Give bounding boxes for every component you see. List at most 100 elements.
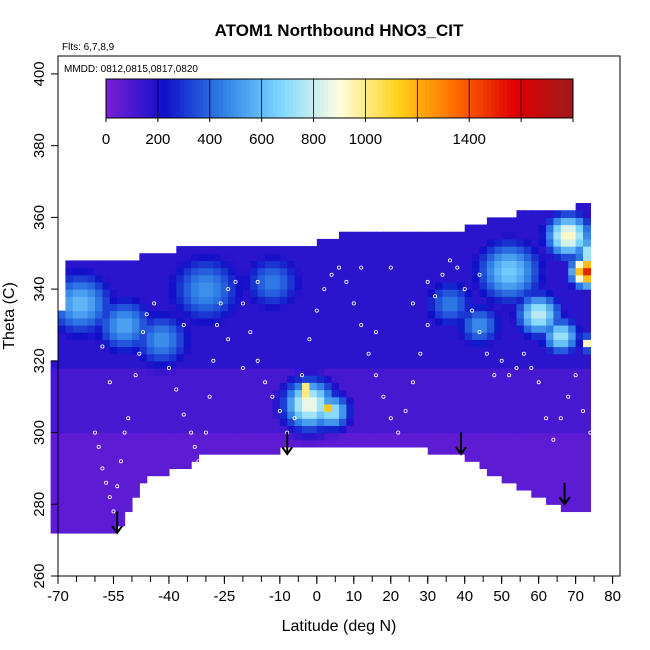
heatmap-cell [316, 375, 325, 383]
heatmap-cell [412, 260, 421, 269]
heatmap-cell [72, 260, 81, 269]
heatmap-cell [509, 310, 518, 319]
heatmap-cell [279, 289, 288, 297]
heatmap-cell [139, 253, 148, 262]
heatmap-cell [198, 332, 207, 340]
heatmap-cell [560, 332, 569, 340]
observation-point [115, 484, 120, 489]
heatmap-cell [575, 238, 584, 247]
heatmap-cell [161, 274, 170, 283]
heatmap-cell [523, 231, 532, 240]
heatmap-cell [398, 360, 407, 369]
heatmap-cell [383, 389, 392, 398]
colorbar-segment [502, 79, 508, 118]
heatmap-cell [494, 368, 503, 376]
heatmap-cell [58, 396, 66, 405]
heatmap-cell [494, 411, 503, 419]
heatmap-cell [568, 231, 577, 240]
heatmap-cell [257, 389, 266, 398]
heatmap-cell [176, 296, 185, 305]
heatmap-cell [250, 310, 259, 319]
heatmap-cell [272, 418, 281, 426]
heatmap-cell [375, 231, 384, 240]
heatmap-cell [405, 317, 414, 326]
heatmap-cell [102, 403, 111, 412]
heatmap-cell [131, 267, 140, 276]
heatmap-cell [183, 418, 192, 426]
heatmap-cell [80, 267, 89, 276]
colorbar-segment [421, 79, 426, 118]
heatmap-cell [420, 274, 429, 283]
heatmap-cell [279, 274, 288, 283]
heatmap-cell [324, 317, 333, 326]
heatmap-cell [346, 317, 355, 326]
heatmap-cell [516, 303, 525, 312]
heatmap-cell [228, 353, 237, 362]
heatmap-cell [228, 267, 237, 276]
heatmap-cell [346, 382, 355, 391]
heatmap-cell [568, 253, 577, 262]
heatmap-cell [80, 411, 89, 419]
observation-point [255, 358, 260, 363]
heatmap-cell [516, 368, 525, 376]
heatmap-cell [87, 339, 96, 348]
heatmap-cell [250, 439, 259, 448]
colorbar-segment [347, 79, 352, 118]
heatmap-cell [58, 518, 66, 527]
heatmap-cell [183, 253, 192, 262]
heatmap-cell [294, 382, 303, 391]
heatmap-cell [198, 396, 207, 405]
heatmap-cell [109, 497, 118, 505]
heatmap-cell [339, 332, 347, 340]
heatmap-cell [479, 332, 488, 340]
heatmap-cell [509, 475, 518, 484]
heatmap-cell [87, 446, 96, 455]
heatmap-cell [516, 246, 525, 254]
colorbar-tick-label: 1400 [453, 131, 486, 148]
heatmap-cell [516, 324, 525, 333]
y-axis-label: Theta (C) [1, 282, 18, 350]
heatmap-cell [58, 489, 66, 498]
heatmap-cell [272, 403, 281, 412]
heatmap-cell [265, 296, 274, 305]
heatmap-cell [154, 296, 163, 305]
heatmap-cell [265, 368, 274, 376]
heatmap-cell [568, 461, 577, 470]
heatmap-cell [102, 454, 111, 462]
heatmap-cell [353, 353, 362, 362]
colorbar-segment [137, 79, 142, 118]
heatmap-cell [568, 375, 577, 383]
heatmap-cell [353, 439, 362, 448]
heatmap-cell [168, 296, 177, 305]
heatmap-cell [346, 303, 355, 312]
heatmap-cell [161, 461, 170, 470]
heatmap-cell [553, 310, 562, 319]
heatmap-cell [353, 281, 362, 290]
heatmap-cell [124, 317, 133, 326]
heatmap-cell [509, 253, 518, 262]
heatmap-cell [368, 238, 377, 247]
heatmap-cell [449, 418, 458, 426]
heatmap-cell [102, 389, 111, 398]
heatmap-cell [205, 281, 214, 290]
colorbar-segment [316, 79, 321, 118]
heatmap-cell [198, 246, 207, 254]
heatmap-cell [523, 346, 532, 355]
heatmap-cell [494, 303, 503, 312]
heatmap-cell [102, 446, 111, 455]
colorbar-segment [152, 79, 158, 118]
observation-point [573, 373, 578, 378]
heatmap-cell [213, 246, 222, 254]
heatmap-cell [102, 461, 111, 470]
heatmap-cell [479, 382, 488, 391]
heatmap-cell [205, 368, 214, 376]
heatmap-cell [309, 432, 318, 441]
heatmap-cell [531, 368, 540, 376]
heatmap-cell [546, 446, 555, 455]
colorbar-segment [109, 79, 115, 118]
heatmap-cell [472, 246, 481, 254]
heatmap-cell [472, 274, 481, 283]
heatmap-cell [146, 461, 155, 470]
heatmap-cell [353, 339, 362, 348]
heatmap-cell [375, 238, 384, 247]
